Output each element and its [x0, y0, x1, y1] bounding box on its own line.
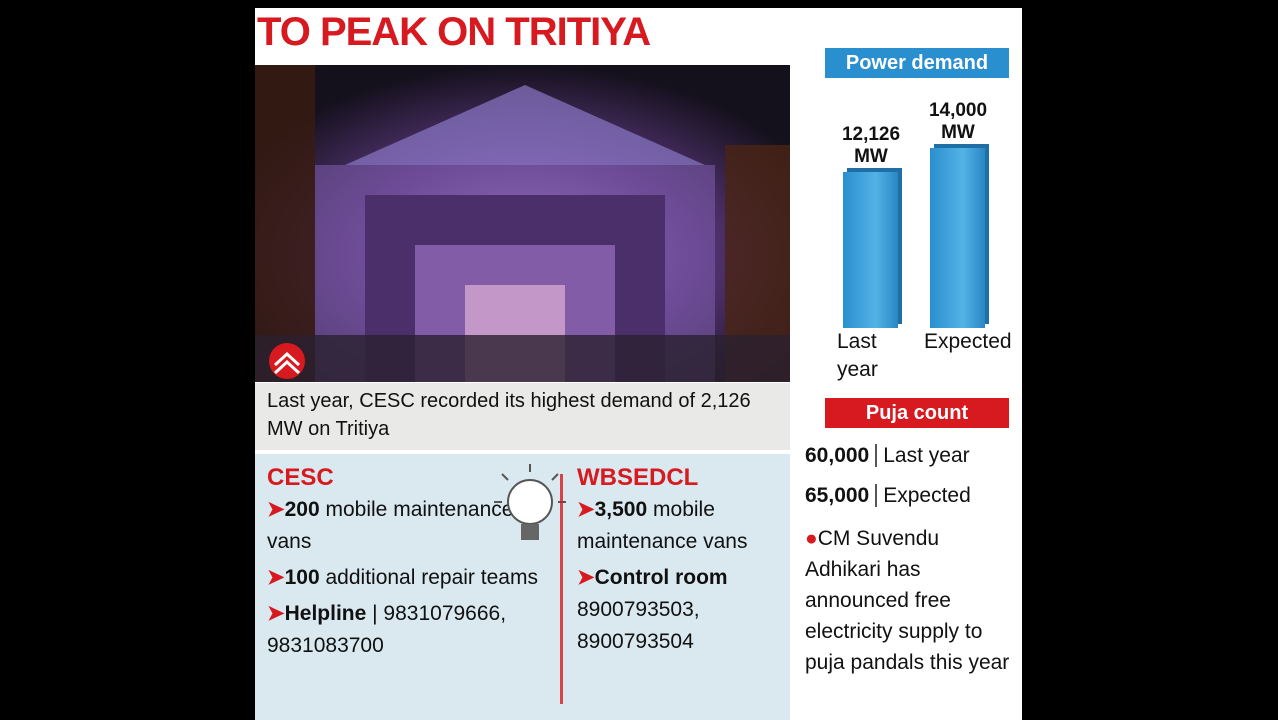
cesc-heading: CESC: [267, 464, 334, 491]
item-bold: Control room: [577, 566, 728, 589]
count-row: 60,000 Last year: [805, 444, 970, 468]
photo: [255, 65, 790, 382]
sidebar: Power demand 12,126 MW Last year 14,000 MW…: [795, 8, 1022, 720]
category-label: Last year: [837, 330, 878, 381]
note: CM Suvendu Adhikari has announced free e…: [805, 523, 1015, 678]
item-text: mobile maintenance vans: [577, 498, 748, 553]
item-bold: Helpline: [267, 602, 366, 625]
category-label: Expected: [924, 330, 1012, 353]
caption: Last year, CESC recorded its highest dem…: [255, 383, 790, 450]
item-text: additional repair teams: [325, 566, 538, 589]
list-item: 200 mobile maintenance vans: [267, 494, 547, 558]
puja-heading: Puja count: [825, 398, 1009, 428]
list-item: Control room 8900793503, 8900793504: [577, 562, 777, 658]
details: CESC 200 mobile maintenance vans 100 addi…: [255, 454, 790, 720]
value-label: 12,126 MW: [841, 124, 901, 168]
item-bold: 200: [267, 498, 320, 521]
list-item: 3,500 mobile maintenance vans: [577, 494, 777, 558]
infographic: TO PEAK ON TRITIYA Last year, CESC recor…: [255, 8, 1022, 720]
item-text: 8900793503, 8900793504: [577, 598, 700, 653]
power-heading: Power demand: [825, 48, 1009, 78]
value-label: 14,000 MW: [928, 100, 988, 143]
bulb-icon: [494, 464, 566, 540]
divider: [560, 474, 563, 704]
wbsedcl-column: WBSEDCL 3,500 mobile maintenance vansCon…: [577, 462, 777, 662]
count: 65,000: [805, 484, 878, 507]
title: TO PEAK ON TRITIYA: [257, 10, 651, 54]
count: 60,000: [805, 444, 878, 467]
cesc-column: CESC 200 mobile maintenance vans 100 addi…: [267, 462, 547, 666]
bar: [843, 172, 898, 328]
item-bold: 3,500: [577, 498, 647, 521]
item-text: mobile maintenance vans: [267, 498, 514, 553]
list-item: 100 additional repair teams: [267, 562, 547, 594]
bar: [930, 148, 985, 328]
item-bold: 100: [267, 566, 320, 589]
count-label: Last year: [883, 444, 970, 467]
count-row: 65,000 Expected: [805, 484, 971, 508]
item-text: | 9831079666, 9831083700: [267, 602, 507, 657]
count-label: Expected: [883, 484, 971, 507]
wbsedcl-heading: WBSEDCL: [577, 464, 699, 491]
list-item: Helpline | 9831079666, 9831083700: [267, 598, 547, 662]
